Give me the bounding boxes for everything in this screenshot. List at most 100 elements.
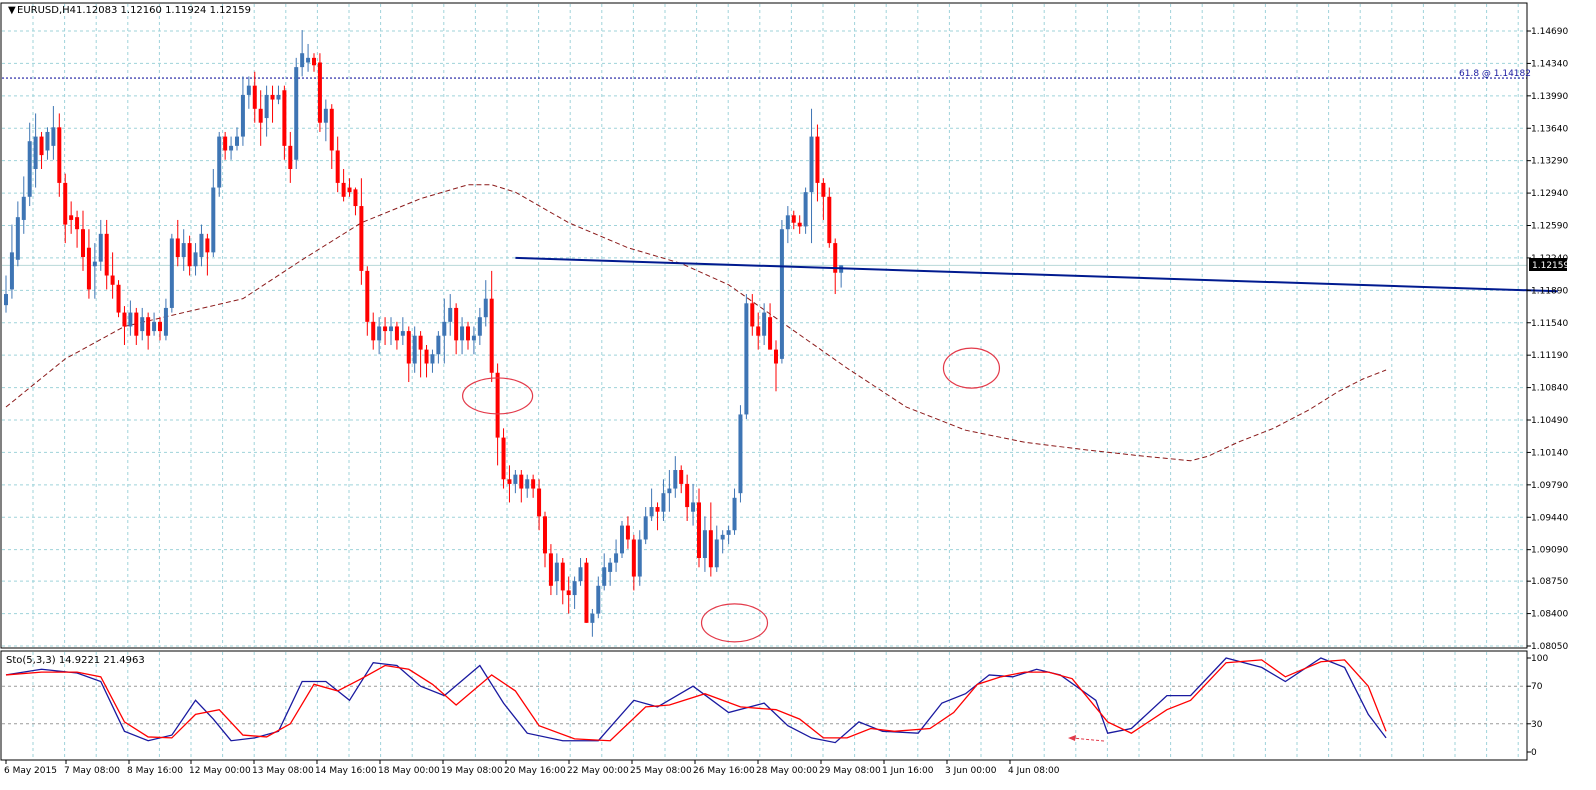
candle [335, 136, 340, 193]
candle [708, 502, 713, 577]
candle [187, 235, 192, 276]
x-tick-label: 29 May 08:00 [819, 766, 881, 776]
candle [614, 539, 619, 572]
sto-y-tick-label: 30 [1531, 720, 1543, 730]
candle [146, 312, 151, 350]
candle [738, 405, 743, 503]
candle-body [317, 62, 322, 123]
candle-body [181, 243, 186, 257]
candle [39, 131, 44, 170]
candle-body [104, 233, 109, 276]
candle [673, 456, 678, 498]
candle [625, 516, 630, 549]
candle-body [252, 85, 257, 109]
candle-body [720, 534, 725, 540]
candle-body [726, 530, 731, 535]
candle [270, 85, 275, 123]
candle-body [45, 131, 50, 151]
candle-body [152, 321, 157, 332]
y-tick-label: 1.11890 [1531, 286, 1568, 296]
candle-body [442, 321, 447, 336]
candle [199, 224, 204, 267]
candle-body [691, 502, 696, 512]
stochastic-lines [5, 657, 1387, 744]
candle [560, 558, 565, 605]
candle [205, 233, 210, 276]
candle-body [619, 525, 624, 554]
candle [430, 349, 435, 373]
y-tick-label: 1.13290 [1531, 157, 1568, 167]
candle-body [80, 229, 85, 257]
y-tick-label: 1.11540 [1531, 319, 1568, 329]
stochastic-signal-line [5, 659, 1387, 742]
candle-body [240, 94, 245, 137]
collapse-arrow-icon[interactable]: ▼ [8, 5, 16, 16]
candle-body [122, 312, 127, 327]
candle [768, 303, 773, 350]
candle [229, 136, 234, 160]
y-tick-label: 1.10840 [1531, 384, 1568, 394]
candle-body [86, 247, 91, 290]
x-tick-label: 28 May 00:00 [756, 766, 818, 776]
candle-body [157, 321, 162, 332]
candle-body [430, 354, 435, 364]
candle-body [294, 67, 299, 160]
candle [477, 307, 482, 345]
candle-body [815, 136, 820, 183]
head-circle [700, 603, 769, 643]
candle [637, 530, 642, 586]
candle-body [128, 312, 133, 327]
candle-body [708, 530, 713, 568]
symbol-label: EURUSD,H4 [17, 5, 76, 16]
candle-body [288, 145, 293, 170]
candle-body [572, 581, 577, 596]
candle-body [578, 567, 583, 582]
candle [442, 298, 447, 364]
candle [98, 219, 103, 271]
candle-body [661, 493, 666, 512]
candle [359, 178, 364, 285]
candle [86, 229, 91, 299]
candle-body [365, 270, 370, 322]
candle-body [347, 187, 352, 193]
candle-body [519, 474, 524, 489]
annotations [462, 256, 1558, 742]
candle [57, 113, 62, 197]
x-tick-label: 1 Jun 16:00 [882, 766, 934, 776]
candle [661, 479, 666, 521]
candle-body [554, 562, 559, 582]
candle-body [750, 303, 755, 327]
left-shoulder-circle [462, 377, 534, 415]
candle [140, 307, 145, 341]
candle-body [140, 317, 145, 332]
y-tick-label: 1.08050 [1531, 642, 1568, 652]
candle [383, 317, 388, 345]
candle [572, 576, 577, 609]
candle [122, 306, 127, 345]
candle-body [548, 553, 553, 586]
candle [803, 187, 808, 234]
candle [548, 544, 553, 596]
candle-body [335, 150, 340, 183]
candle-body [454, 307, 459, 341]
candle [554, 553, 559, 596]
indicator-pane-border [0, 650, 1528, 761]
candle [33, 113, 38, 188]
candle [388, 317, 393, 345]
candle [264, 85, 269, 137]
candle [240, 76, 245, 146]
candle-body [448, 307, 453, 322]
candle-body [199, 233, 204, 257]
candle [15, 201, 20, 267]
x-tick-label: 7 May 08:00 [64, 766, 120, 776]
candle-body [282, 90, 287, 146]
candle [63, 173, 68, 244]
candle-body [311, 57, 316, 66]
candle-body [537, 488, 542, 517]
y-tick-label: 1.09790 [1531, 481, 1568, 491]
candle [69, 201, 74, 234]
candle [104, 219, 109, 290]
x-tick-label: 13 May 08:00 [252, 766, 314, 776]
candle-body [625, 525, 630, 540]
candle [300, 30, 305, 77]
